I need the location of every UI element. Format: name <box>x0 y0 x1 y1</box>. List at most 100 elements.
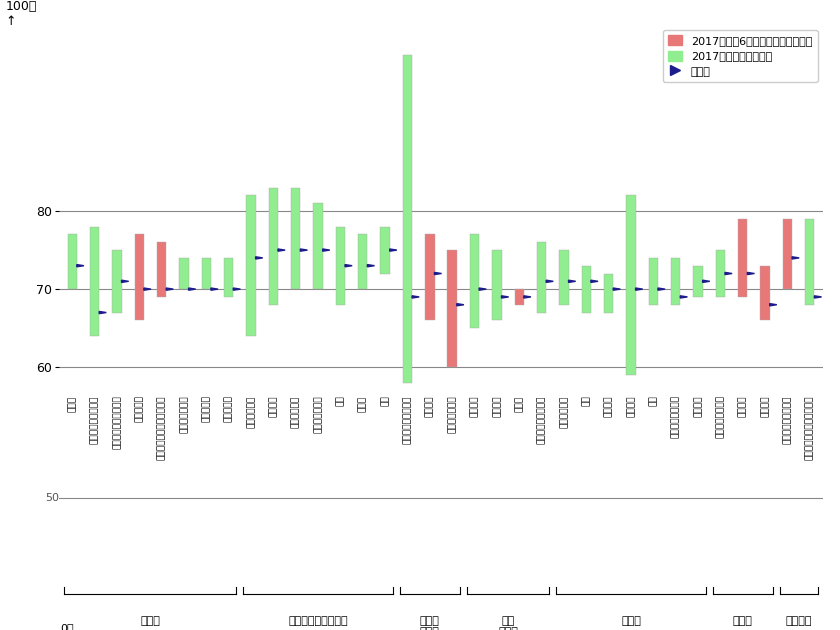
Bar <box>760 266 769 320</box>
Polygon shape <box>546 280 554 282</box>
Polygon shape <box>524 296 531 298</box>
Bar <box>246 195 255 336</box>
Bar <box>269 188 278 305</box>
Text: 小売系: 小売系 <box>140 616 160 626</box>
Polygon shape <box>457 304 464 306</box>
Text: 50: 50 <box>45 493 59 503</box>
Text: シティホテル: シティホテル <box>291 396 300 428</box>
Text: 自動車販売店: 自動車販売店 <box>246 396 255 428</box>
Polygon shape <box>434 272 442 275</box>
Text: 特別調査: 特別調査 <box>785 616 812 626</box>
Text: 通信販売: 通信販売 <box>269 396 278 417</box>
Polygon shape <box>680 296 687 298</box>
Text: ガス小売: ガス小売 <box>760 396 769 417</box>
Text: 飲食: 飲食 <box>336 396 345 406</box>
Polygon shape <box>412 296 419 298</box>
Text: 通信・
物流系: 通信・ 物流系 <box>420 616 440 630</box>
Bar <box>448 250 457 367</box>
Text: 銀行（借入・貯蓄・投資）: 銀行（借入・貯蓄・投資） <box>806 396 814 460</box>
Polygon shape <box>390 249 396 251</box>
Polygon shape <box>211 288 218 290</box>
Polygon shape <box>636 288 643 290</box>
Text: 電力小売: 電力小売 <box>738 396 748 417</box>
Polygon shape <box>702 280 710 282</box>
Bar <box>470 234 480 328</box>
Text: 100点
↑: 100点 ↑ <box>5 0 37 28</box>
Bar <box>648 258 658 305</box>
Polygon shape <box>76 265 84 267</box>
Polygon shape <box>769 304 777 306</box>
Text: 近郊鉄道: 近郊鉄道 <box>470 396 479 417</box>
Text: 生活用品・ホームセンター: 生活用品・ホームセンター <box>157 396 166 460</box>
Bar <box>313 203 323 289</box>
Bar <box>90 227 99 336</box>
Bar <box>693 266 703 297</box>
Text: クレジットカード: クレジットカード <box>671 396 680 438</box>
Text: 観光・飲食・交通系: 観光・飲食・交通系 <box>288 616 348 626</box>
Text: 生活
支援系: 生活 支援系 <box>498 616 518 630</box>
Text: ビジネスホテル: ビジネスホテル <box>313 396 323 433</box>
Bar <box>627 195 636 375</box>
Text: フィットネスクラブ: フィットネスクラブ <box>537 396 546 444</box>
Polygon shape <box>301 249 307 251</box>
Text: 衣料専門店: 衣料専門店 <box>202 396 211 422</box>
Polygon shape <box>345 265 352 267</box>
Polygon shape <box>501 296 509 298</box>
Text: 住設機器サービス: 住設機器サービス <box>716 396 725 438</box>
Text: 家電量販店: 家電量販店 <box>134 396 144 422</box>
Text: 損害保険: 損害保険 <box>627 396 636 417</box>
Bar <box>537 243 546 312</box>
Text: 金融系: 金融系 <box>621 616 641 626</box>
Text: カフェ: カフェ <box>359 396 367 411</box>
Text: 百貨店: 百貨店 <box>68 396 76 411</box>
Text: パーリーグ野球観戦: パーリーグ野球観戦 <box>783 396 792 444</box>
Polygon shape <box>591 280 598 282</box>
Bar <box>805 219 815 305</box>
Bar <box>157 243 166 297</box>
Polygon shape <box>255 257 263 259</box>
Polygon shape <box>658 288 665 290</box>
Polygon shape <box>748 272 754 275</box>
Bar <box>559 250 569 305</box>
Text: ドラッグストア: ドラッグストア <box>180 396 188 433</box>
Bar <box>403 55 412 383</box>
Bar <box>515 289 524 305</box>
Polygon shape <box>234 288 240 290</box>
Text: その他: その他 <box>732 616 753 626</box>
Bar <box>67 234 77 289</box>
Polygon shape <box>792 257 799 259</box>
Bar <box>336 227 345 305</box>
Bar <box>381 227 390 273</box>
Bar <box>113 250 122 312</box>
Bar <box>716 250 725 297</box>
Text: 国際航空: 国際航空 <box>425 396 434 417</box>
Polygon shape <box>367 265 375 267</box>
Bar <box>224 258 234 297</box>
Polygon shape <box>479 288 486 290</box>
Bar <box>783 219 792 289</box>
Text: 証券: 証券 <box>648 396 658 406</box>
Polygon shape <box>278 249 285 251</box>
Text: スーパーマーケット: スーパーマーケット <box>90 396 99 444</box>
Bar <box>604 273 613 312</box>
Text: 国内長距離交通: 国内長距離交通 <box>448 396 457 433</box>
Legend: 2017年度第6回（今回）発表の業種, 2017年度調査済の業種, 中央値: 2017年度第6回（今回）発表の業種, 2017年度調査済の業種, 中央値 <box>663 30 817 82</box>
Bar <box>291 188 301 289</box>
Text: 事務機器: 事務機器 <box>694 396 702 417</box>
Text: 携帯電話: 携帯電話 <box>492 396 501 417</box>
Bar <box>671 258 680 305</box>
Text: 生命保険: 生命保険 <box>604 396 613 417</box>
Text: 旅行: 旅行 <box>381 396 390 406</box>
Bar <box>425 234 434 320</box>
Text: 銀行: 銀行 <box>582 396 591 406</box>
Polygon shape <box>569 280 575 282</box>
Polygon shape <box>188 288 196 290</box>
Polygon shape <box>725 272 732 275</box>
Polygon shape <box>323 249 330 251</box>
Polygon shape <box>144 288 151 290</box>
Bar <box>202 258 211 289</box>
Bar <box>581 266 591 312</box>
Polygon shape <box>815 296 822 298</box>
Text: エンタテインメント: エンタテインメント <box>403 396 412 444</box>
Bar <box>492 250 501 320</box>
